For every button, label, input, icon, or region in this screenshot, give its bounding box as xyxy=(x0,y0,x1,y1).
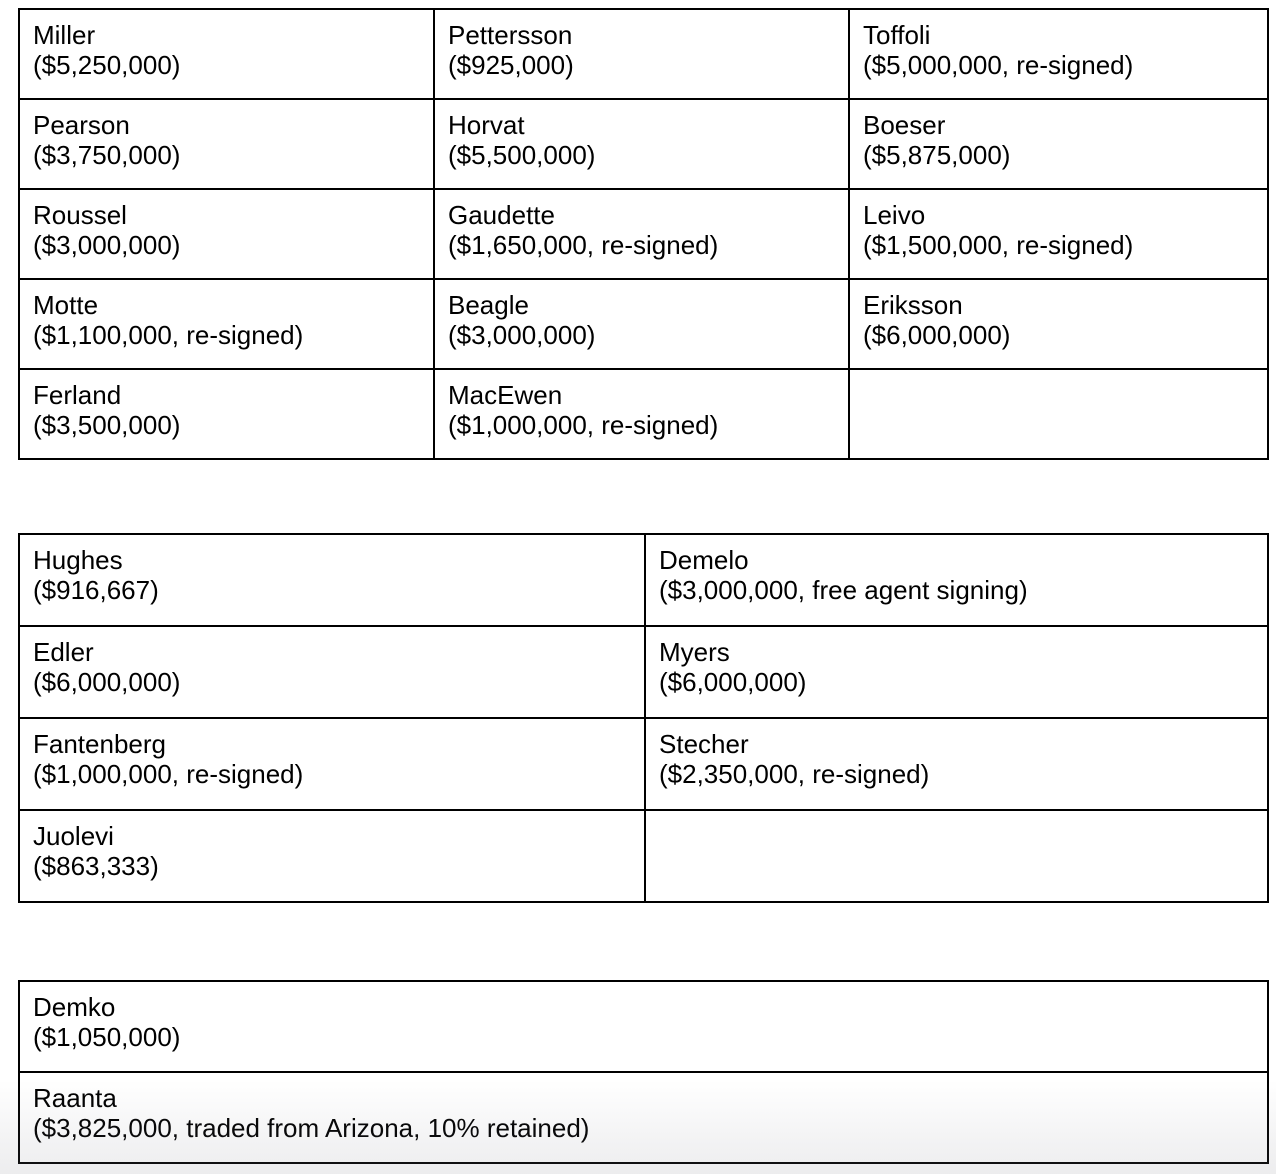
player-salary: ($3,000,000, free agent signing) xyxy=(659,575,1028,605)
player-cell: Motte ($1,100,000, re-signed) xyxy=(18,278,435,370)
empty-cell xyxy=(848,368,1269,460)
table-row: Hughes ($916,667) Demelo ($3,000,000, fr… xyxy=(18,533,1269,627)
player-name: Miller xyxy=(33,20,96,50)
player-cell: Miller ($5,250,000) xyxy=(18,8,435,100)
player-salary: ($3,750,000) xyxy=(33,140,181,170)
player-salary: ($1,500,000, re-signed) xyxy=(863,230,1134,260)
player-salary: ($3,000,000) xyxy=(448,320,596,350)
player-salary: ($1,000,000, re-signed) xyxy=(448,410,719,440)
player-name: Demko xyxy=(33,992,116,1022)
salary-table-1: Miller ($5,250,000) Pettersson ($925,000… xyxy=(18,8,1269,460)
player-salary: ($6,000,000) xyxy=(659,667,807,697)
table-row: Ferland ($3,500,000) MacEwen ($1,000,000… xyxy=(18,368,1269,460)
player-name: Pearson xyxy=(33,110,130,140)
player-name: Demelo xyxy=(659,545,749,575)
player-cell: MacEwen ($1,000,000, re-signed) xyxy=(433,368,850,460)
player-salary: ($5,875,000) xyxy=(863,140,1011,170)
player-name: MacEwen xyxy=(448,380,563,410)
player-salary: ($863,333) xyxy=(33,851,159,881)
player-cell: Demelo ($3,000,000, free agent signing) xyxy=(644,533,1269,627)
player-cell: Fantenberg ($1,000,000, re-signed) xyxy=(18,717,646,811)
player-cell: Toffoli ($5,000,000, re-signed) xyxy=(848,8,1269,100)
player-salary: ($1,000,000, re-signed) xyxy=(33,759,304,789)
player-cell: Eriksson ($6,000,000) xyxy=(848,278,1269,370)
table-row: Demko ($1,050,000) xyxy=(18,980,1269,1073)
player-salary: ($1,050,000) xyxy=(33,1022,181,1052)
player-name: Boeser xyxy=(863,110,946,140)
table-row: Pearson ($3,750,000) Horvat ($5,500,000)… xyxy=(18,98,1269,190)
player-salary: ($5,500,000) xyxy=(448,140,596,170)
player-salary: ($925,000) xyxy=(448,50,574,80)
player-name: Raanta xyxy=(33,1083,117,1113)
player-name: Beagle xyxy=(448,290,529,320)
player-cell: Leivo ($1,500,000, re-signed) xyxy=(848,188,1269,280)
player-cell: Roussel ($3,000,000) xyxy=(18,188,435,280)
player-cell: Pearson ($3,750,000) xyxy=(18,98,435,190)
player-name: Toffoli xyxy=(863,20,931,50)
player-salary: ($1,650,000, re-signed) xyxy=(448,230,719,260)
player-salary: ($6,000,000) xyxy=(33,667,181,697)
table-row: Juolevi ($863,333) xyxy=(18,809,1269,903)
player-name: Leivo xyxy=(863,200,926,230)
player-name: Pettersson xyxy=(448,20,573,50)
player-cell: Hughes ($916,667) xyxy=(18,533,646,627)
player-name: Edler xyxy=(33,637,94,667)
player-name: Gaudette xyxy=(448,200,555,230)
player-salary: ($5,000,000, re-signed) xyxy=(863,50,1134,80)
player-name: Hughes xyxy=(33,545,123,575)
player-salary: ($3,000,000) xyxy=(33,230,181,260)
table-row: Miller ($5,250,000) Pettersson ($925,000… xyxy=(18,8,1269,100)
salary-table-2: Hughes ($916,667) Demelo ($3,000,000, fr… xyxy=(18,533,1269,903)
player-cell: Beagle ($3,000,000) xyxy=(433,278,850,370)
player-salary: ($5,250,000) xyxy=(33,50,181,80)
player-cell: Edler ($6,000,000) xyxy=(18,625,646,719)
player-salary: ($916,667) xyxy=(33,575,159,605)
table-row: Raanta ($3,825,000, traded from Arizona,… xyxy=(18,1071,1269,1164)
table-row: Roussel ($3,000,000) Gaudette ($1,650,00… xyxy=(18,188,1269,280)
player-cell: Gaudette ($1,650,000, re-signed) xyxy=(433,188,850,280)
player-cell: Myers ($6,000,000) xyxy=(644,625,1269,719)
player-name: Juolevi xyxy=(33,821,114,851)
player-salary: ($2,350,000, re-signed) xyxy=(659,759,930,789)
player-cell: Raanta ($3,825,000, traded from Arizona,… xyxy=(18,1071,1269,1164)
player-cell: Horvat ($5,500,000) xyxy=(433,98,850,190)
player-name: Eriksson xyxy=(863,290,963,320)
player-name: Myers xyxy=(659,637,730,667)
empty-cell xyxy=(644,809,1269,903)
table-row: Motte ($1,100,000, re-signed) Beagle ($3… xyxy=(18,278,1269,370)
table-row: Edler ($6,000,000) Myers ($6,000,000) xyxy=(18,625,1269,719)
player-name: Motte xyxy=(33,290,99,320)
salary-table-3: Demko ($1,050,000) Raanta ($3,825,000, t… xyxy=(18,980,1269,1164)
player-salary: ($1,100,000, re-signed) xyxy=(33,320,304,350)
table-row: Fantenberg ($1,000,000, re-signed) Stech… xyxy=(18,717,1269,811)
player-cell: Ferland ($3,500,000) xyxy=(18,368,435,460)
player-salary: ($6,000,000) xyxy=(863,320,1011,350)
player-name: Fantenberg xyxy=(33,729,166,759)
player-cell: Boeser ($5,875,000) xyxy=(848,98,1269,190)
player-cell: Juolevi ($863,333) xyxy=(18,809,646,903)
player-name: Stecher xyxy=(659,729,749,759)
player-salary: ($3,500,000) xyxy=(33,410,181,440)
player-cell: Pettersson ($925,000) xyxy=(433,8,850,100)
player-cell: Demko ($1,050,000) xyxy=(18,980,1269,1073)
player-name: Roussel xyxy=(33,200,127,230)
player-salary: ($3,825,000, traded from Arizona, 10% re… xyxy=(33,1113,590,1143)
player-cell: Stecher ($2,350,000, re-signed) xyxy=(644,717,1269,811)
player-name: Ferland xyxy=(33,380,122,410)
player-name: Horvat xyxy=(448,110,525,140)
